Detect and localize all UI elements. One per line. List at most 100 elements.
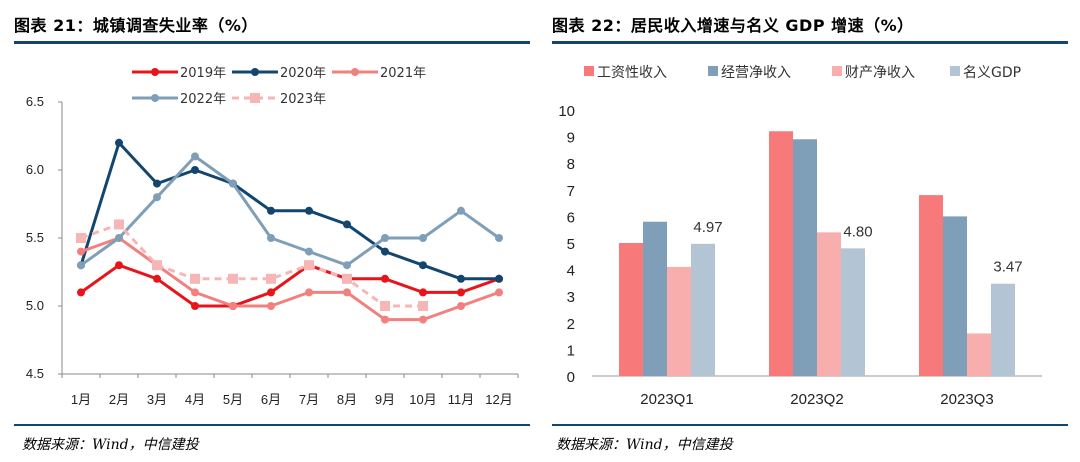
left-y-tick-label: 5.0 — [26, 298, 44, 313]
data-point-2020年 — [267, 206, 275, 215]
bar-经营净收入-2023Q1 — [643, 221, 667, 376]
data-point-2019年 — [457, 288, 465, 297]
legend-label-2022年: 2022年 — [180, 92, 226, 107]
bar-名义GDP-2023Q2 — [841, 248, 865, 376]
bar-财产净收入-2023Q2 — [817, 232, 841, 376]
bar-经营净收入-2023Q2 — [793, 139, 817, 376]
legend-marker-2021年 — [351, 68, 359, 76]
data-point-2021年 — [419, 315, 427, 324]
data-point-2023年 — [304, 260, 314, 271]
legend-label-2020年: 2020年 — [280, 66, 326, 81]
data-point-2022年 — [229, 179, 237, 188]
data-point-2022年 — [495, 234, 503, 242]
legend-swatch-经营净收入 — [708, 66, 718, 76]
right-y-tick-label: 7 — [567, 183, 575, 200]
data-point-2022年 — [305, 247, 313, 256]
right-y-tick-label: 5 — [567, 236, 575, 253]
bar-财产净收入-2023Q1 — [667, 266, 691, 376]
data-point-2019年 — [191, 302, 199, 310]
right-y-tick-label: 6 — [567, 209, 575, 226]
data-point-2021年 — [495, 288, 503, 297]
legend-label-工资性收入: 工资性收入 — [597, 65, 667, 81]
data-point-2020年 — [153, 179, 161, 188]
left-title-rule — [14, 41, 530, 44]
data-point-2022年 — [457, 206, 465, 215]
data-point-2022年 — [343, 261, 351, 270]
series-line-2022年 — [80, 154, 500, 267]
right-x-tick-label: 2023Q3 — [940, 391, 993, 408]
legend-label-2023年: 2023年 — [280, 92, 326, 107]
left-y-tick-label: 6.0 — [26, 162, 44, 177]
data-point-2020年 — [381, 247, 389, 256]
data-point-2019年 — [381, 274, 389, 283]
right-title-rule — [552, 41, 1068, 44]
data-point-2022年 — [419, 234, 427, 242]
legend-label-经营净收入: 经营净收入 — [721, 65, 791, 81]
data-point-2023年 — [228, 273, 238, 284]
data-point-2023年 — [114, 219, 124, 230]
legend-label-2021年: 2021年 — [380, 66, 426, 81]
right-x-tick-label: 2023Q1 — [640, 391, 693, 408]
legend-swatch-财产净收入 — [832, 66, 842, 76]
data-point-2022年 — [77, 261, 85, 270]
legend-label-财产净收入: 财产净收入 — [845, 65, 915, 81]
data-point-2019年 — [115, 261, 123, 270]
left-x-tick-label: 11月 — [448, 392, 475, 407]
data-point-2023年 — [76, 233, 86, 243]
series-line-2019年 — [80, 263, 500, 308]
left-x-tick-label: 8月 — [337, 392, 357, 407]
data-point-2020年 — [457, 274, 465, 283]
data-point-2022年 — [267, 234, 275, 242]
data-point-2019年 — [267, 288, 275, 297]
bar-经营净收入-2023Q3 — [943, 216, 967, 376]
left-x-tick-label: 5月 — [223, 392, 243, 407]
left-x-tick-label: 6月 — [261, 392, 281, 407]
legend-marker-2019年 — [151, 68, 159, 76]
right-y-tick-label: 2 — [567, 316, 575, 333]
data-point-2023年 — [190, 273, 200, 284]
data-point-2020年 — [191, 166, 199, 174]
data-point-2020年 — [305, 206, 313, 215]
data-point-2021年 — [77, 247, 85, 256]
data-point-2021年 — [305, 288, 313, 297]
data-point-2020年 — [495, 274, 503, 283]
data-point-2022年 — [381, 234, 389, 242]
data-point-2023年 — [380, 301, 390, 311]
data-point-2021年 — [229, 302, 237, 310]
left-x-tick-label: 9月 — [375, 392, 395, 407]
legend-marker-2020年 — [251, 68, 259, 76]
right-y-tick-label: 8 — [567, 156, 575, 173]
bar-财产净收入-2023Q3 — [967, 333, 991, 376]
data-point-2021年 — [267, 302, 275, 310]
left-chart-title: 图表 21：城镇调查失业率（%） — [14, 16, 258, 35]
legend-swatch-工资性收入 — [584, 66, 594, 76]
left-x-tick-label: 10月 — [409, 392, 436, 407]
right-source-note: 数据来源：Wind，中信建投 — [556, 437, 733, 453]
data-point-2021年 — [457, 302, 465, 310]
bar-名义GDP-2023Q1 — [691, 243, 715, 376]
legend-swatch-名义GDP — [950, 66, 960, 76]
series-line-2021年 — [80, 236, 500, 322]
right-chart-title: 图表 22：居民收入增速与名义 GDP 增速（%） — [552, 16, 914, 35]
left-y-tick-label: 4.5 — [26, 366, 44, 381]
data-label-2023Q1: 4.97 — [693, 219, 722, 236]
data-point-2023年 — [152, 260, 162, 271]
data-point-2022年 — [115, 234, 123, 242]
right-y-tick-label: 9 — [567, 130, 575, 147]
data-point-2021年 — [191, 288, 199, 297]
left-x-tick-label: 1月 — [71, 392, 91, 407]
right-y-tick-label: 3 — [567, 289, 575, 306]
data-point-2022年 — [191, 152, 199, 161]
data-point-2021年 — [381, 315, 389, 324]
data-point-2020年 — [115, 138, 123, 147]
data-point-2021年 — [343, 288, 351, 297]
left-y-tick-label: 5.5 — [26, 230, 44, 245]
bar-工资性收入-2023Q3 — [919, 195, 943, 376]
left-x-tick-label: 7月 — [299, 392, 319, 407]
left-x-tick-label: 2月 — [109, 392, 129, 407]
legend-label-2019年: 2019年 — [180, 66, 226, 81]
data-point-2019年 — [419, 288, 427, 297]
data-label-2023Q3: 3.47 — [993, 259, 1022, 276]
data-point-2019年 — [153, 274, 161, 283]
left-x-tick-label: 4月 — [185, 392, 205, 407]
